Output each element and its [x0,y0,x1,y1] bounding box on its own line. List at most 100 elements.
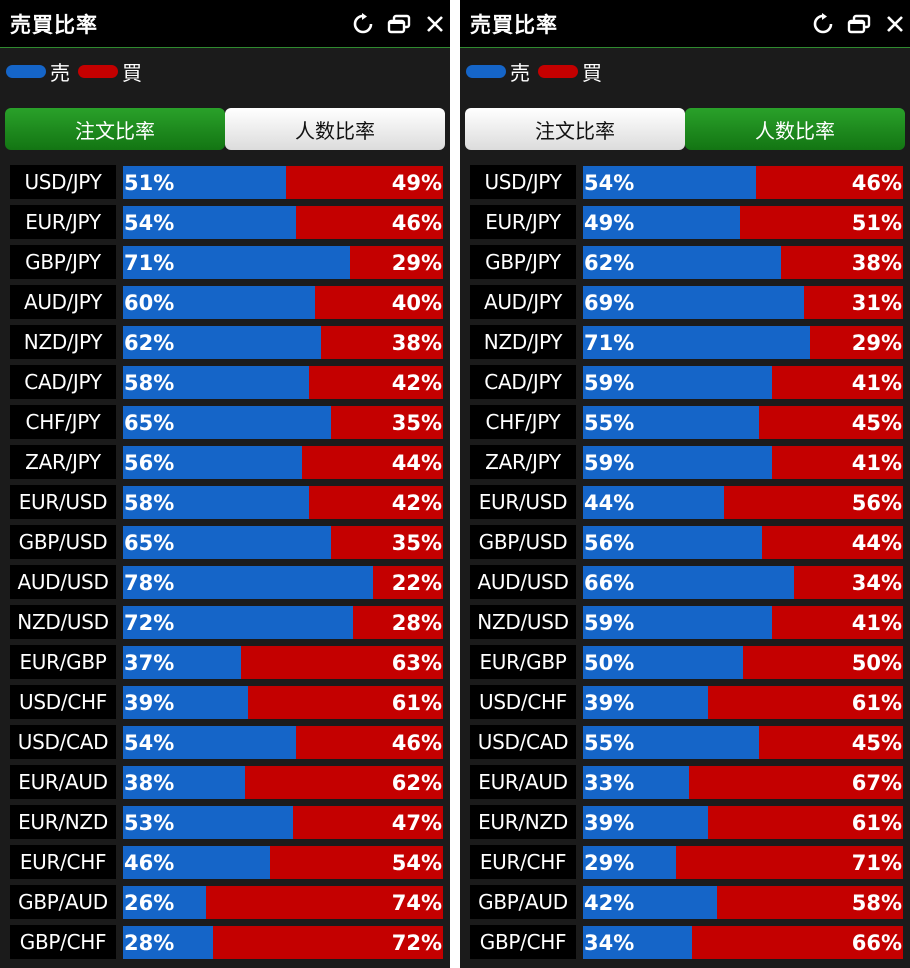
ratio-bar: 34% 66% [583,926,903,959]
list-item: GBP/JPY 62% 38% [460,242,910,282]
legend: 売 買 [0,48,450,94]
currency-pair-label: ZAR/JPY [10,445,116,479]
ratio-bar: 54% 46% [123,726,443,759]
ratio-panel-people: 売買比率 売 買 注文比率 人数比率 USD/JPY 54% 46% EUR/JPY 4… [460,0,910,968]
currency-pair-label: EUR/CHF [10,845,116,879]
buy-percent: 35% [391,410,442,435]
close-icon[interactable] [420,9,450,39]
buy-percent: 28% [391,610,442,635]
sell-percent: 55% [584,410,635,435]
sell-percent: 33% [584,770,635,795]
currency-pair-label: CAD/JPY [10,365,116,399]
sell-ratio-fill [123,246,351,279]
sell-ratio-fill [583,486,724,519]
sell-ratio-fill [123,766,245,799]
buy-percent: 44% [391,450,442,475]
ratio-bar: 39% 61% [583,806,903,839]
list-item: ZAR/JPY 59% 41% [460,442,910,482]
list-item: EUR/USD 44% 56% [460,482,910,522]
buy-percent: 46% [391,730,442,755]
ratio-list: USD/JPY 51% 49% EUR/JPY 54% 46% GBP/JPY 71% 29% A… [0,162,450,962]
ratio-bar: 50% 50% [583,646,903,679]
list-item: EUR/GBP 37% 63% [0,642,450,682]
sell-percent: 59% [584,610,635,635]
sell-percent: 39% [584,810,635,835]
restore-window-icon[interactable] [384,9,414,39]
ratio-bar: 46% 54% [123,846,443,879]
ratio-bar: 37% 63% [123,646,443,679]
buy-percent: 58% [851,890,902,915]
ratio-bar: 42% 58% [583,886,903,919]
buy-percent: 51% [851,210,902,235]
currency-pair-label: AUD/JPY [10,285,116,319]
currency-pair-label: GBP/USD [470,525,576,559]
sell-ratio-fill [583,286,804,319]
buy-percent: 44% [851,530,902,555]
buy-percent: 38% [391,330,442,355]
sell-ratio-fill [583,686,708,719]
currency-pair-label: EUR/GBP [470,645,576,679]
sell-percent: 62% [124,330,175,355]
list-item: AUD/USD 78% 22% [0,562,450,602]
sell-percent: 39% [584,690,635,715]
list-item: EUR/CHF 29% 71% [460,842,910,882]
buy-percent: 40% [391,290,442,315]
sell-percent: 66% [584,570,635,595]
sell-percent: 42% [584,890,635,915]
buy-percent: 35% [391,530,442,555]
sell-percent: 26% [124,890,175,915]
buy-percent: 67% [851,770,902,795]
currency-pair-label: CHF/JPY [10,405,116,439]
ratio-bar: 55% 45% [583,726,903,759]
sell-ratio-fill [123,606,354,639]
ratio-bar: 56% 44% [123,446,443,479]
sell-ratio-fill [123,886,207,919]
ratio-bar: 54% 46% [583,166,903,199]
buy-percent: 54% [391,850,442,875]
sell-ratio-fill [583,566,795,599]
list-item: EUR/AUD 38% 62% [0,762,450,802]
currency-pair-label: AUD/USD [10,565,116,599]
currency-pair-label: USD/CAD [10,725,116,759]
sell-percent: 50% [584,650,635,675]
currency-pair-label: USD/CAD [470,725,576,759]
sell-percent: 39% [124,690,175,715]
list-item: EUR/JPY 54% 46% [0,202,450,242]
currency-pair-label: GBP/AUD [10,885,116,919]
sell-percent: 55% [584,730,635,755]
ratio-bar: 29% 71% [583,846,903,879]
sell-ratio-fill [123,646,242,679]
buy-percent: 61% [851,810,902,835]
ratio-list: USD/JPY 54% 46% EUR/JPY 49% 51% GBP/JPY 62% 38% A… [460,162,910,962]
ratio-bar: 71% 29% [583,326,903,359]
list-item: NZD/USD 59% 41% [460,602,910,642]
list-item: CAD/JPY 58% 42% [0,362,450,402]
list-item: GBP/USD 65% 35% [0,522,450,562]
refresh-icon[interactable] [348,9,378,39]
sell-ratio-fill [583,206,740,239]
close-icon[interactable] [880,9,910,39]
buy-percent: 46% [851,170,902,195]
currency-pair-label: NZD/USD [470,605,576,639]
tab-people-ratio[interactable]: 人数比率 [225,108,445,150]
sell-ratio-fill [583,526,763,559]
tab-order-ratio[interactable]: 注文比率 [465,108,685,150]
list-item: AUD/JPY 69% 31% [460,282,910,322]
sell-ratio-fill [123,486,309,519]
ratio-bar: 65% 35% [123,406,443,439]
sell-ratio-fill [583,646,743,679]
buy-percent: 50% [851,650,902,675]
list-item: GBP/AUD 26% 74% [0,882,450,922]
refresh-icon[interactable] [808,9,838,39]
currency-pair-label: CAD/JPY [470,365,576,399]
currency-pair-label: GBP/USD [10,525,116,559]
tab-people-ratio[interactable]: 人数比率 [685,108,905,150]
restore-window-icon[interactable] [844,9,874,39]
list-item: GBP/CHF 34% 66% [460,922,910,962]
sell-percent: 69% [584,290,635,315]
sell-percent: 58% [124,370,175,395]
list-item: USD/CHF 39% 61% [460,682,910,722]
currency-pair-label: EUR/NZD [10,805,116,839]
buy-percent: 46% [391,210,442,235]
tab-order-ratio[interactable]: 注文比率 [5,108,225,150]
